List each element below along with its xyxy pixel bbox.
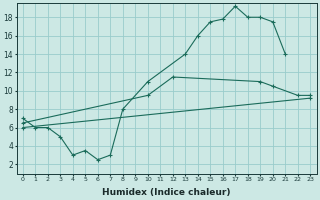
X-axis label: Humidex (Indice chaleur): Humidex (Indice chaleur)	[102, 188, 231, 197]
